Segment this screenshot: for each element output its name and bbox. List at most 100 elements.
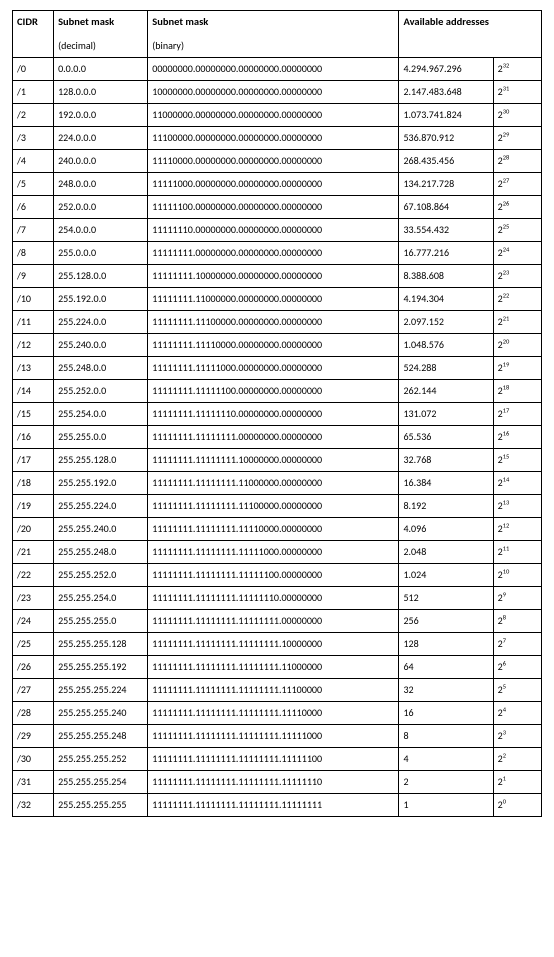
cell-binary: 11111111.11111111.00000000.00000000 (148, 425, 399, 448)
cell-binary: 11000000.00000000.00000000.00000000 (148, 103, 399, 126)
cell-cidr: /2 (13, 103, 54, 126)
col-header-binary-main: Subnet mask (152, 15, 208, 28)
cell-power: 214 (493, 471, 541, 494)
cell-decimal: 255.255.255.255 (54, 793, 148, 816)
cell-addresses: 32 (399, 678, 493, 701)
power-exp: 14 (503, 475, 510, 483)
cell-addresses: 1.024 (399, 563, 493, 586)
cell-decimal: 255.128.0.0 (54, 264, 148, 287)
cell-binary: 11111111.11111111.11110000.00000000 (148, 517, 399, 540)
table-row: /32255.255.255.25511111111.11111111.1111… (13, 793, 542, 816)
cell-addresses: 2.048 (399, 540, 493, 563)
cell-binary: 11111111.11111111.11111111.10000000 (148, 632, 399, 655)
cell-power: 27 (493, 632, 541, 655)
power-exp: 12 (503, 521, 510, 529)
col-header-cidr-label: CIDR (17, 15, 38, 28)
cell-cidr: /19 (13, 494, 54, 517)
cell-power: 231 (493, 80, 541, 103)
cell-decimal: 0.0.0.0 (54, 57, 148, 80)
col-header-addresses: Available addresses (399, 11, 542, 58)
cell-binary: 11111111.10000000.00000000.00000000 (148, 264, 399, 287)
cell-power: 216 (493, 425, 541, 448)
cell-power: 220 (493, 333, 541, 356)
power-exp: 8 (503, 613, 506, 621)
cell-addresses: 67.108.864 (399, 195, 493, 218)
table-row: /3224.0.0.011100000.00000000.00000000.00… (13, 126, 542, 149)
cell-decimal: 255.255.192.0 (54, 471, 148, 494)
cell-power: 232 (493, 57, 541, 80)
table-row: /5248.0.0.011111000.00000000.00000000.00… (13, 172, 542, 195)
table-row: /17255.255.128.011111111.11111111.100000… (13, 448, 542, 471)
cell-binary: 11111111.11111110.00000000.00000000 (148, 402, 399, 425)
cell-decimal: 255.255.224.0 (54, 494, 148, 517)
cell-power: 227 (493, 172, 541, 195)
power-exp: 17 (503, 406, 510, 414)
cell-cidr: /4 (13, 149, 54, 172)
cell-binary: 11111111.11110000.00000000.00000000 (148, 333, 399, 356)
cell-cidr: /31 (13, 770, 54, 793)
cell-decimal: 255.255.255.254 (54, 770, 148, 793)
cell-cidr: /15 (13, 402, 54, 425)
col-header-decimal: Subnet mask (decimal) (54, 11, 148, 58)
cell-power: 226 (493, 195, 541, 218)
cell-power: 221 (493, 310, 541, 333)
cell-power: 228 (493, 149, 541, 172)
cell-cidr: /32 (13, 793, 54, 816)
power-exp: 19 (503, 360, 510, 368)
power-exp: 7 (503, 636, 506, 644)
cell-cidr: /29 (13, 724, 54, 747)
power-exp: 30 (503, 107, 510, 115)
col-header-decimal-sub: (decimal) (58, 39, 143, 52)
cell-binary: 11111111.11111111.11111111.11100000 (148, 678, 399, 701)
cell-addresses: 1.048.576 (399, 333, 493, 356)
table-row: /2192.0.0.011000000.00000000.00000000.00… (13, 103, 542, 126)
table-row: /22255.255.252.011111111.11111111.111111… (13, 563, 542, 586)
cell-decimal: 255.255.255.252 (54, 747, 148, 770)
col-header-binary: Subnet mask (binary) (148, 11, 399, 58)
table-row: /27255.255.255.22411111111.11111111.1111… (13, 678, 542, 701)
cell-decimal: 255.224.0.0 (54, 310, 148, 333)
table-row: /20255.255.240.011111111.11111111.111100… (13, 517, 542, 540)
table-row: /21255.255.248.011111111.11111111.111110… (13, 540, 542, 563)
cell-addresses: 4.096 (399, 517, 493, 540)
cell-decimal: 255.255.255.224 (54, 678, 148, 701)
power-exp: 25 (503, 222, 510, 230)
cell-power: 229 (493, 126, 541, 149)
power-exp: 16 (503, 429, 510, 437)
cell-binary: 11111111.11111111.11111111.11111111 (148, 793, 399, 816)
cell-addresses: 536.870.912 (399, 126, 493, 149)
cell-power: 21 (493, 770, 541, 793)
table-row: /15255.254.0.011111111.11111110.00000000… (13, 402, 542, 425)
cell-addresses: 65.536 (399, 425, 493, 448)
power-exp: 20 (503, 337, 510, 345)
power-exp: 11 (503, 544, 510, 552)
cell-cidr: /14 (13, 379, 54, 402)
cell-power: 28 (493, 609, 541, 632)
power-exp: 28 (503, 153, 510, 161)
power-exp: 3 (503, 728, 506, 736)
table-row: /4240.0.0.011110000.00000000.00000000.00… (13, 149, 542, 172)
cell-power: 210 (493, 563, 541, 586)
table-row: /00.0.0.000000000.00000000.00000000.0000… (13, 57, 542, 80)
cell-power: 230 (493, 103, 541, 126)
cell-addresses: 128 (399, 632, 493, 655)
cell-addresses: 2.147.483.648 (399, 80, 493, 103)
cell-decimal: 255.255.255.192 (54, 655, 148, 678)
cell-decimal: 255.255.255.128 (54, 632, 148, 655)
power-exp: 1 (503, 774, 506, 782)
cell-addresses: 8.192 (399, 494, 493, 517)
cell-binary: 11111111.11111111.11100000.00000000 (148, 494, 399, 517)
cell-power: 217 (493, 402, 541, 425)
table-row: /8255.0.0.011111111.00000000.00000000.00… (13, 241, 542, 264)
cell-power: 211 (493, 540, 541, 563)
cell-binary: 11111111.11000000.00000000.00000000 (148, 287, 399, 310)
cell-addresses: 8.388.608 (399, 264, 493, 287)
power-exp: 10 (503, 567, 510, 575)
table-row: /26255.255.255.19211111111.11111111.1111… (13, 655, 542, 678)
cell-decimal: 128.0.0.0 (54, 80, 148, 103)
cell-binary: 11111111.11111000.00000000.00000000 (148, 356, 399, 379)
cell-addresses: 256 (399, 609, 493, 632)
cell-cidr: /16 (13, 425, 54, 448)
cell-binary: 11111111.11111111.11111111.11111110 (148, 770, 399, 793)
cell-binary: 10000000.00000000.00000000.00000000 (148, 80, 399, 103)
